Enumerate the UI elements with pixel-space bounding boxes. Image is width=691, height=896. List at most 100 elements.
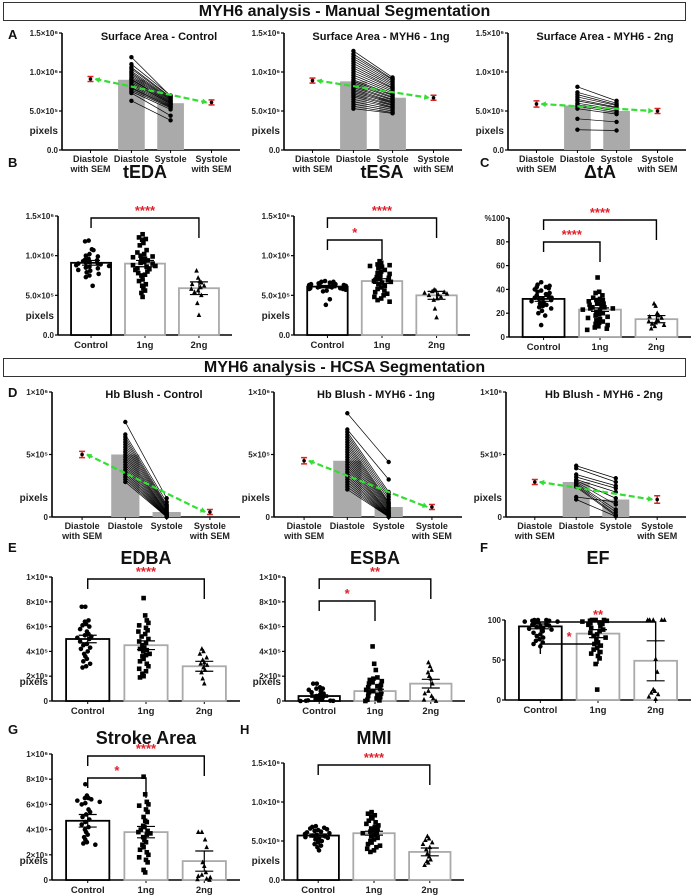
chart-a3: Surface Area - MYH6 - 2ng 0.0 5.0×10⁵ 1.0×1…	[476, 29, 686, 174]
x-tick-label: with SEM	[191, 164, 232, 174]
arrowhead-right	[648, 107, 654, 114]
x-tick-label: 2ng	[428, 340, 445, 351]
arrowhead-left	[86, 454, 93, 460]
arrowhead-left	[538, 479, 545, 486]
panel-letter-e: E	[8, 540, 17, 555]
point-diastole	[129, 90, 134, 96]
data-point	[648, 690, 654, 695]
data-point	[647, 313, 652, 319]
y-axis-label: pixels	[476, 126, 505, 137]
data-point	[371, 837, 377, 842]
y-tick-label: 1×10⁶	[26, 573, 48, 582]
data-point	[139, 237, 145, 243]
data-point	[319, 838, 325, 844]
data-point	[369, 840, 374, 845]
data-point	[593, 321, 598, 327]
x-tick-label: Systole	[418, 154, 450, 164]
data-point	[526, 626, 532, 632]
data-point	[372, 289, 378, 295]
pair-line	[353, 98, 393, 109]
pair-line	[347, 451, 389, 508]
chart-title: Hb Blush - MYH6 - 2ng	[545, 389, 663, 401]
data-point	[80, 814, 85, 820]
pair-line	[353, 87, 393, 101]
data-point	[143, 236, 149, 242]
pair-line	[577, 105, 617, 113]
data-point	[369, 809, 374, 815]
data-point	[141, 814, 146, 820]
data-point	[298, 698, 303, 704]
pair-line	[347, 464, 389, 513]
data-point	[343, 283, 348, 289]
data-point	[365, 841, 371, 847]
pair-line	[131, 77, 171, 102]
y-tick-label: 5×10⁵	[26, 451, 48, 460]
significance-stars: **	[370, 564, 381, 579]
data-point	[652, 688, 658, 694]
point-systole	[613, 514, 618, 519]
data-point	[136, 639, 142, 644]
data-point	[83, 819, 88, 825]
data-point	[372, 294, 377, 300]
data-point	[140, 671, 145, 677]
data-point	[429, 839, 435, 845]
pair-line	[353, 105, 393, 113]
y-tick-label: 1.5×10⁶	[262, 212, 291, 221]
data-point	[375, 827, 380, 832]
data-point	[580, 307, 586, 312]
data-point	[146, 663, 151, 669]
pair-line	[125, 449, 167, 511]
data-point	[605, 322, 610, 328]
point-diastole	[129, 61, 134, 67]
pair-line	[353, 56, 393, 81]
data-point	[421, 696, 427, 702]
y-tick-label: 1.5×10⁶	[26, 212, 55, 221]
data-point	[314, 686, 319, 691]
y-tick-label: 2×10⁵	[259, 672, 281, 681]
data-point	[138, 260, 143, 266]
arrowhead-right	[647, 495, 654, 502]
data-point	[384, 291, 390, 297]
pair-line	[131, 56, 171, 97]
sem-mean-diastole	[80, 452, 84, 457]
data-point	[388, 279, 394, 285]
pair-line	[353, 88, 393, 102]
pair-line	[353, 101, 393, 110]
data-point	[370, 680, 375, 685]
data-point	[84, 839, 90, 845]
data-point	[426, 292, 432, 298]
data-point	[143, 668, 149, 674]
y-tick-label: 1.0×10⁶	[476, 68, 505, 77]
data-point	[375, 286, 380, 292]
chart-a1: Surface Area - Control 0.0 5.0×10⁵ 1.0×10⁶ 1…	[30, 29, 240, 174]
data-point	[316, 848, 322, 853]
chart-a2: Surface Area - MYH6 - 1ng 0.0 5.0×10⁵ 1.0×1…	[252, 29, 462, 174]
pair-line	[353, 60, 393, 84]
data-point	[141, 240, 146, 246]
data-point	[86, 238, 91, 243]
x-tick-label: Diastole	[287, 521, 322, 531]
data-point	[87, 251, 92, 257]
data-point	[434, 314, 439, 320]
pair-line	[576, 482, 616, 510]
chart-h: MMI 0.0 5.0×10⁵ 1.0×10⁶ 1.5×10⁶ pixels Control…	[252, 728, 464, 896]
y-tick-label: 1.0×10⁶	[30, 68, 59, 77]
bar-control	[65, 819, 111, 881]
x-tick-label: Systole	[196, 154, 228, 164]
pair-line	[131, 91, 171, 110]
significance-stars: ****	[372, 203, 393, 218]
data-point	[143, 839, 149, 845]
data-point	[324, 827, 330, 832]
data-point	[137, 659, 143, 664]
pair-line	[125, 451, 167, 513]
data-point	[540, 628, 546, 634]
data-point	[198, 661, 203, 666]
x-tick-label: 1ng	[366, 885, 383, 896]
significance-bracket	[87, 777, 147, 798]
data-point	[79, 604, 85, 610]
pair-line	[353, 93, 393, 106]
x-tick-label: Diastole	[519, 154, 554, 164]
data-point	[142, 792, 148, 797]
data-point	[377, 698, 382, 703]
